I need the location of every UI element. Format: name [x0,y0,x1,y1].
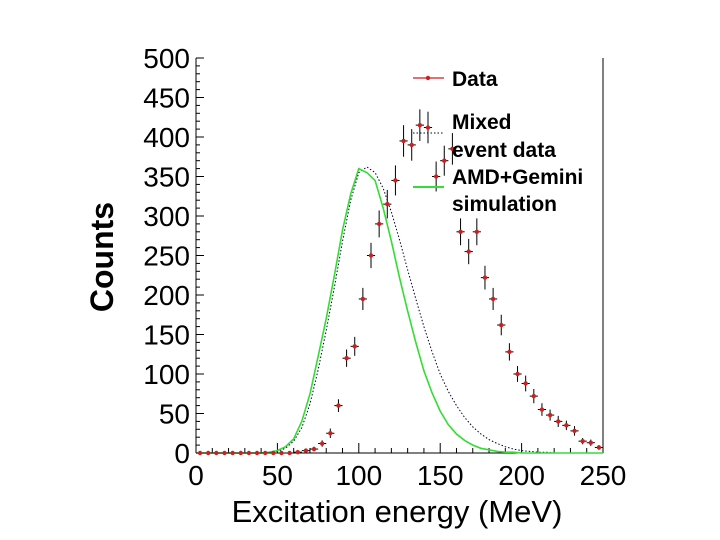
legend-sim-label-1: AMD+Gemini [452,166,583,189]
data-point [515,371,520,377]
data-point [564,423,569,428]
data-point [279,450,284,456]
data-point [417,122,423,128]
data-point [295,450,300,455]
data-point [482,275,488,280]
y-axis-title: Counts [84,202,120,312]
y-tick-labels: 0 50 100 150 200 250 300 350 400 450 500 [143,43,190,469]
data-point [474,229,480,234]
y-tick-label: 150 [143,320,190,351]
x-tick-label: 100 [335,460,382,491]
data-point [547,412,553,418]
data-point [401,138,406,144]
plot-area [195,109,604,456]
data-point [425,125,431,130]
data-point [490,296,496,302]
data-points [195,109,604,456]
y-tick-label: 50 [159,399,190,430]
x-axis-title: Excitation energy (MeV) [232,494,563,529]
data-point [499,322,504,328]
data-point [458,229,463,234]
data-point [214,450,219,456]
data-point [433,174,439,179]
data-point [531,393,537,399]
y-tick-label: 0 [174,438,190,469]
legend-data-label: Data [452,68,498,91]
data-point [206,450,211,456]
y-tick-label: 300 [143,201,190,232]
data-point [246,450,252,456]
mixed-event-line [196,166,603,454]
y-tick-label: 350 [143,162,190,193]
simulation-line [196,167,603,454]
data-point [319,441,325,446]
y-tick-label: 450 [143,83,190,114]
data-point [230,450,235,456]
data-point [385,201,390,207]
legend-sim-label-2: simulation [452,193,557,216]
data-point [344,356,349,361]
data-point [572,428,577,434]
legend: Data Mixed event data AMD+Gemini simulat… [413,68,583,216]
data-point [336,403,341,408]
data-point [311,446,317,452]
x-tick-label: 200 [498,460,545,491]
data-point [303,448,309,453]
legend-mixed-label-2: event data [452,139,556,162]
data-point [556,419,561,424]
data-point [254,450,260,456]
data-point [442,158,447,163]
legend-mixed-label-1: Mixed [452,111,512,134]
y-tick-label: 100 [143,359,190,390]
data-point [360,296,366,302]
data-point [466,249,471,254]
data-point [262,450,268,456]
data-point [539,407,545,412]
data-point [287,450,292,456]
data-point [238,450,243,456]
data-point [376,221,382,227]
x-tick-label: 250 [580,460,627,491]
x-tick-labels: 0 50 100 150 200 250 [188,460,626,491]
data-point [328,431,333,436]
x-tick-label: 0 [188,460,204,491]
y-tick-label: 400 [143,122,190,153]
data-point [523,381,528,386]
x-tick-label: 150 [417,460,464,491]
y-tick-label: 200 [143,280,190,311]
data-point [588,440,593,445]
data-point [507,349,512,355]
axes-frame [195,58,604,454]
data-point [450,146,455,152]
data-point [409,142,414,148]
data-point [352,344,357,349]
data-point [222,450,227,456]
legend-data-marker [425,75,431,81]
data-point [393,178,398,183]
data-point [596,445,602,450]
data-point [197,450,203,456]
data-point [368,253,374,258]
axis-ticks [195,57,604,454]
x-tick-label: 50 [262,460,293,491]
y-tick-label: 500 [143,43,190,74]
data-point [271,450,276,456]
data-point [580,438,585,444]
y-tick-label: 250 [143,241,190,272]
